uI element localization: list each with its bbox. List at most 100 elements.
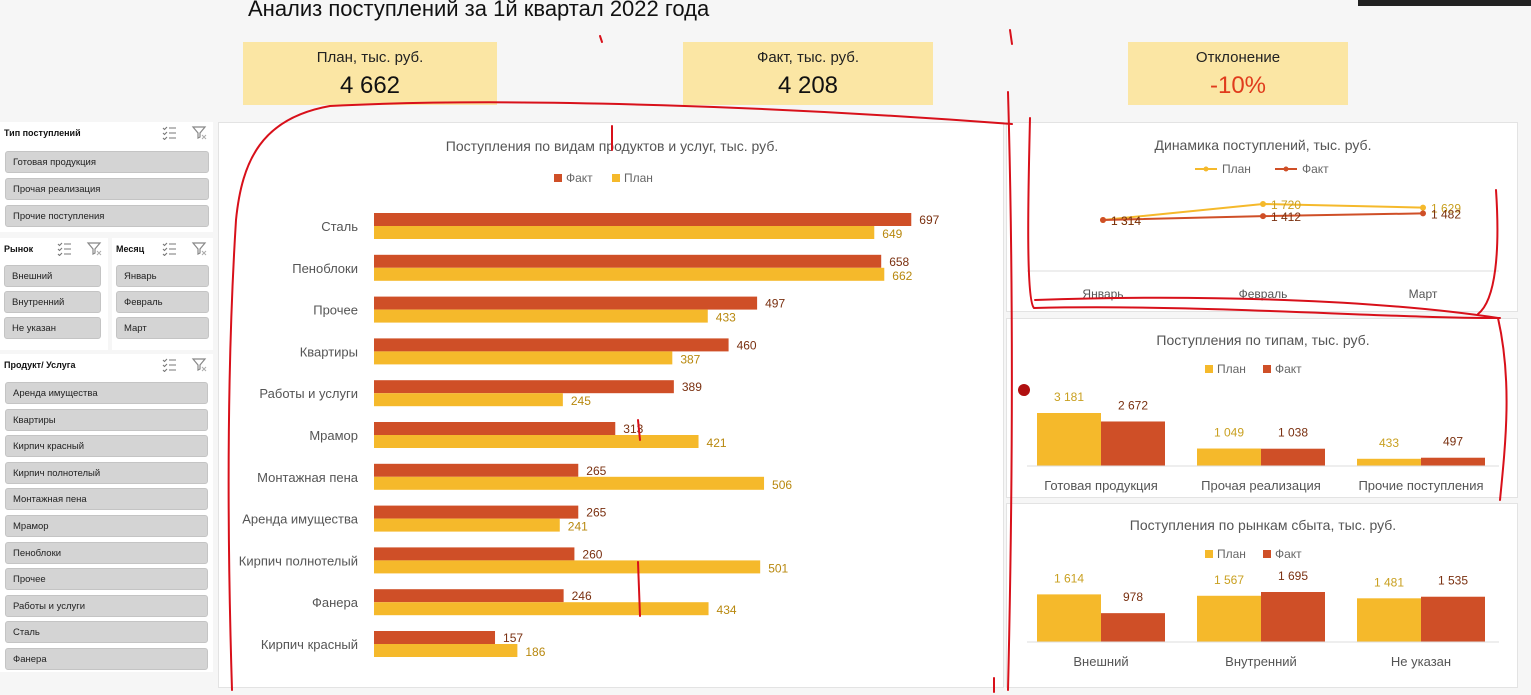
data-label-fact: 658 [889,255,909,269]
legend-marker [1283,166,1289,172]
data-label-fact: 460 [737,338,757,352]
bar-fact [1101,613,1165,642]
data-label: 1 482 [1431,207,1461,221]
bar-plan [374,560,761,574]
multi-select-icon[interactable] [161,240,177,257]
data-label-plan: 662 [892,269,912,283]
data-label-fact: 497 [1443,435,1463,449]
multi-select-icon[interactable] [56,240,72,257]
annotation-stroke [1009,29,1013,45]
data-label-fact: 246 [572,589,592,603]
data-label-fact: 265 [586,464,606,478]
bar-plan [1037,413,1101,466]
clear-filter-icon[interactable] [86,240,102,256]
slicer-item[interactable]: Январь [116,265,209,287]
bar-plan [374,226,875,239]
slicer-item[interactable]: Февраль [116,291,209,313]
x-tick-label: Не указан [1391,654,1451,669]
window-edge [1358,0,1531,6]
bar-plan [374,267,885,281]
x-tick-label: Прочие поступления [1358,478,1483,493]
data-label-fact: 1 038 [1278,426,1308,440]
multi-select-icon[interactable] [161,124,177,141]
data-label-plan: 506 [772,478,792,492]
data-label-fact: 157 [503,631,523,645]
slicer-item[interactable]: Пеноблоки [5,541,208,564]
data-label-fact: 265 [586,506,606,520]
data-label-fact: 2 672 [1118,398,1148,412]
slicer-item[interactable]: Прочие поступления [5,205,209,227]
category-label: Квартиры [300,344,358,359]
bar-plan [374,393,563,407]
category-label: Пеноблоки [292,261,358,276]
clear-filter-icon[interactable] [191,124,207,140]
legend-swatch [554,174,562,182]
bar-fact [374,463,579,477]
slicer-item[interactable]: Март [116,317,209,339]
data-label-plan: 434 [717,603,737,617]
bar-fact [374,338,729,352]
slicer-item[interactable]: Кирпич красный [5,435,208,458]
slicer-item[interactable]: Прочее [5,568,208,591]
annotation-stroke [599,35,603,43]
chart-title: Поступления по рынкам сбыта, тыс. руб. [1130,517,1396,533]
category-label: Монтажная пена [257,470,359,485]
slicer-item[interactable]: Готовая продукция [5,151,209,173]
data-point [1100,217,1106,223]
slicer-item[interactable]: Кирпич полнотелый [5,461,208,484]
x-tick-label: Прочая реализация [1201,478,1321,493]
bar-fact [1421,596,1485,642]
slicer-item[interactable]: Фанера [5,648,208,670]
data-label-plan: 501 [768,561,788,575]
legend-label: План [624,171,653,185]
bar-plan [374,476,765,490]
dashboard-title: Анализ поступлений за 1й квартал 2022 го… [248,0,710,21]
kpi-deviation-label: Отклонение [1195,49,1281,66]
slicer-item[interactable]: Аренда имущества [5,382,208,404]
slicer-item[interactable]: Мрамор [5,515,208,537]
slicer-market-title: Рынок [4,244,34,254]
data-label-fact: 1 535 [1438,574,1468,588]
slicer-item[interactable]: Не указан [4,317,101,339]
data-label-plan: 1 049 [1214,426,1244,440]
data-label-fact: 497 [765,297,785,311]
clear-filter-icon[interactable] [191,240,207,256]
multi-select-icon[interactable] [161,356,177,373]
slicer-type-title: Тип поступлений [4,128,81,138]
kpi-plan-card: План, тыс. руб. 4 662 [243,42,497,105]
bar-fact [1261,448,1325,466]
slicer-item[interactable]: Сталь [5,621,208,644]
types-chart: Поступления по типам, тыс. руб. План Факт 3… [1027,332,1499,493]
bar-plan [1357,458,1421,466]
bar-plan [1197,595,1261,642]
data-label-fact: 697 [919,213,939,227]
data-label-fact: 389 [682,380,702,394]
bar-plan [1197,448,1261,466]
slicer-item[interactable]: Прочая реализация [5,178,209,200]
data-label-fact: 978 [1123,590,1143,604]
bar-fact [374,631,496,644]
slicer-item[interactable]: Монтажная пена [5,488,208,511]
markets-chart: Поступления по рынкам сбыта, тыс. руб. Пл… [1027,517,1499,669]
data-label-plan: 245 [571,394,591,408]
data-label-plan: 421 [707,436,727,450]
data-label-plan: 387 [680,352,700,366]
category-label: Мрамор [309,428,358,443]
chart-title: Поступления по типам, тыс. руб. [1156,332,1369,348]
dynamics-chart-panel: Динамика поступлений, тыс. руб. План Факт 1… [1006,122,1518,312]
bar-fact [1421,457,1485,466]
data-label-plan: 1 481 [1374,575,1404,589]
kpi-fact-card: Факт, тыс. руб. 4 208 [683,42,933,105]
slicer-item[interactable]: Квартиры [5,408,208,431]
clear-filter-icon[interactable] [191,356,207,372]
slicer-item[interactable]: Работы и услуги [5,594,208,617]
dynamics-chart: Динамика поступлений, тыс. руб. План Факт 1… [1027,137,1499,301]
slicer-item[interactable]: Внутренний [4,291,101,313]
slicer-month: Месяц Январь Февраль Март [112,238,213,350]
slicer-item[interactable]: Внешний [4,265,101,287]
kpi-deviation-card: Отклонение -10% [1128,42,1348,105]
kpi-plan-label: План, тыс. руб. [316,49,424,66]
category-label: Кирпич полнотелый [239,553,358,568]
category-label: Работы и услуги [259,386,358,401]
category-label: Прочее [313,303,358,318]
